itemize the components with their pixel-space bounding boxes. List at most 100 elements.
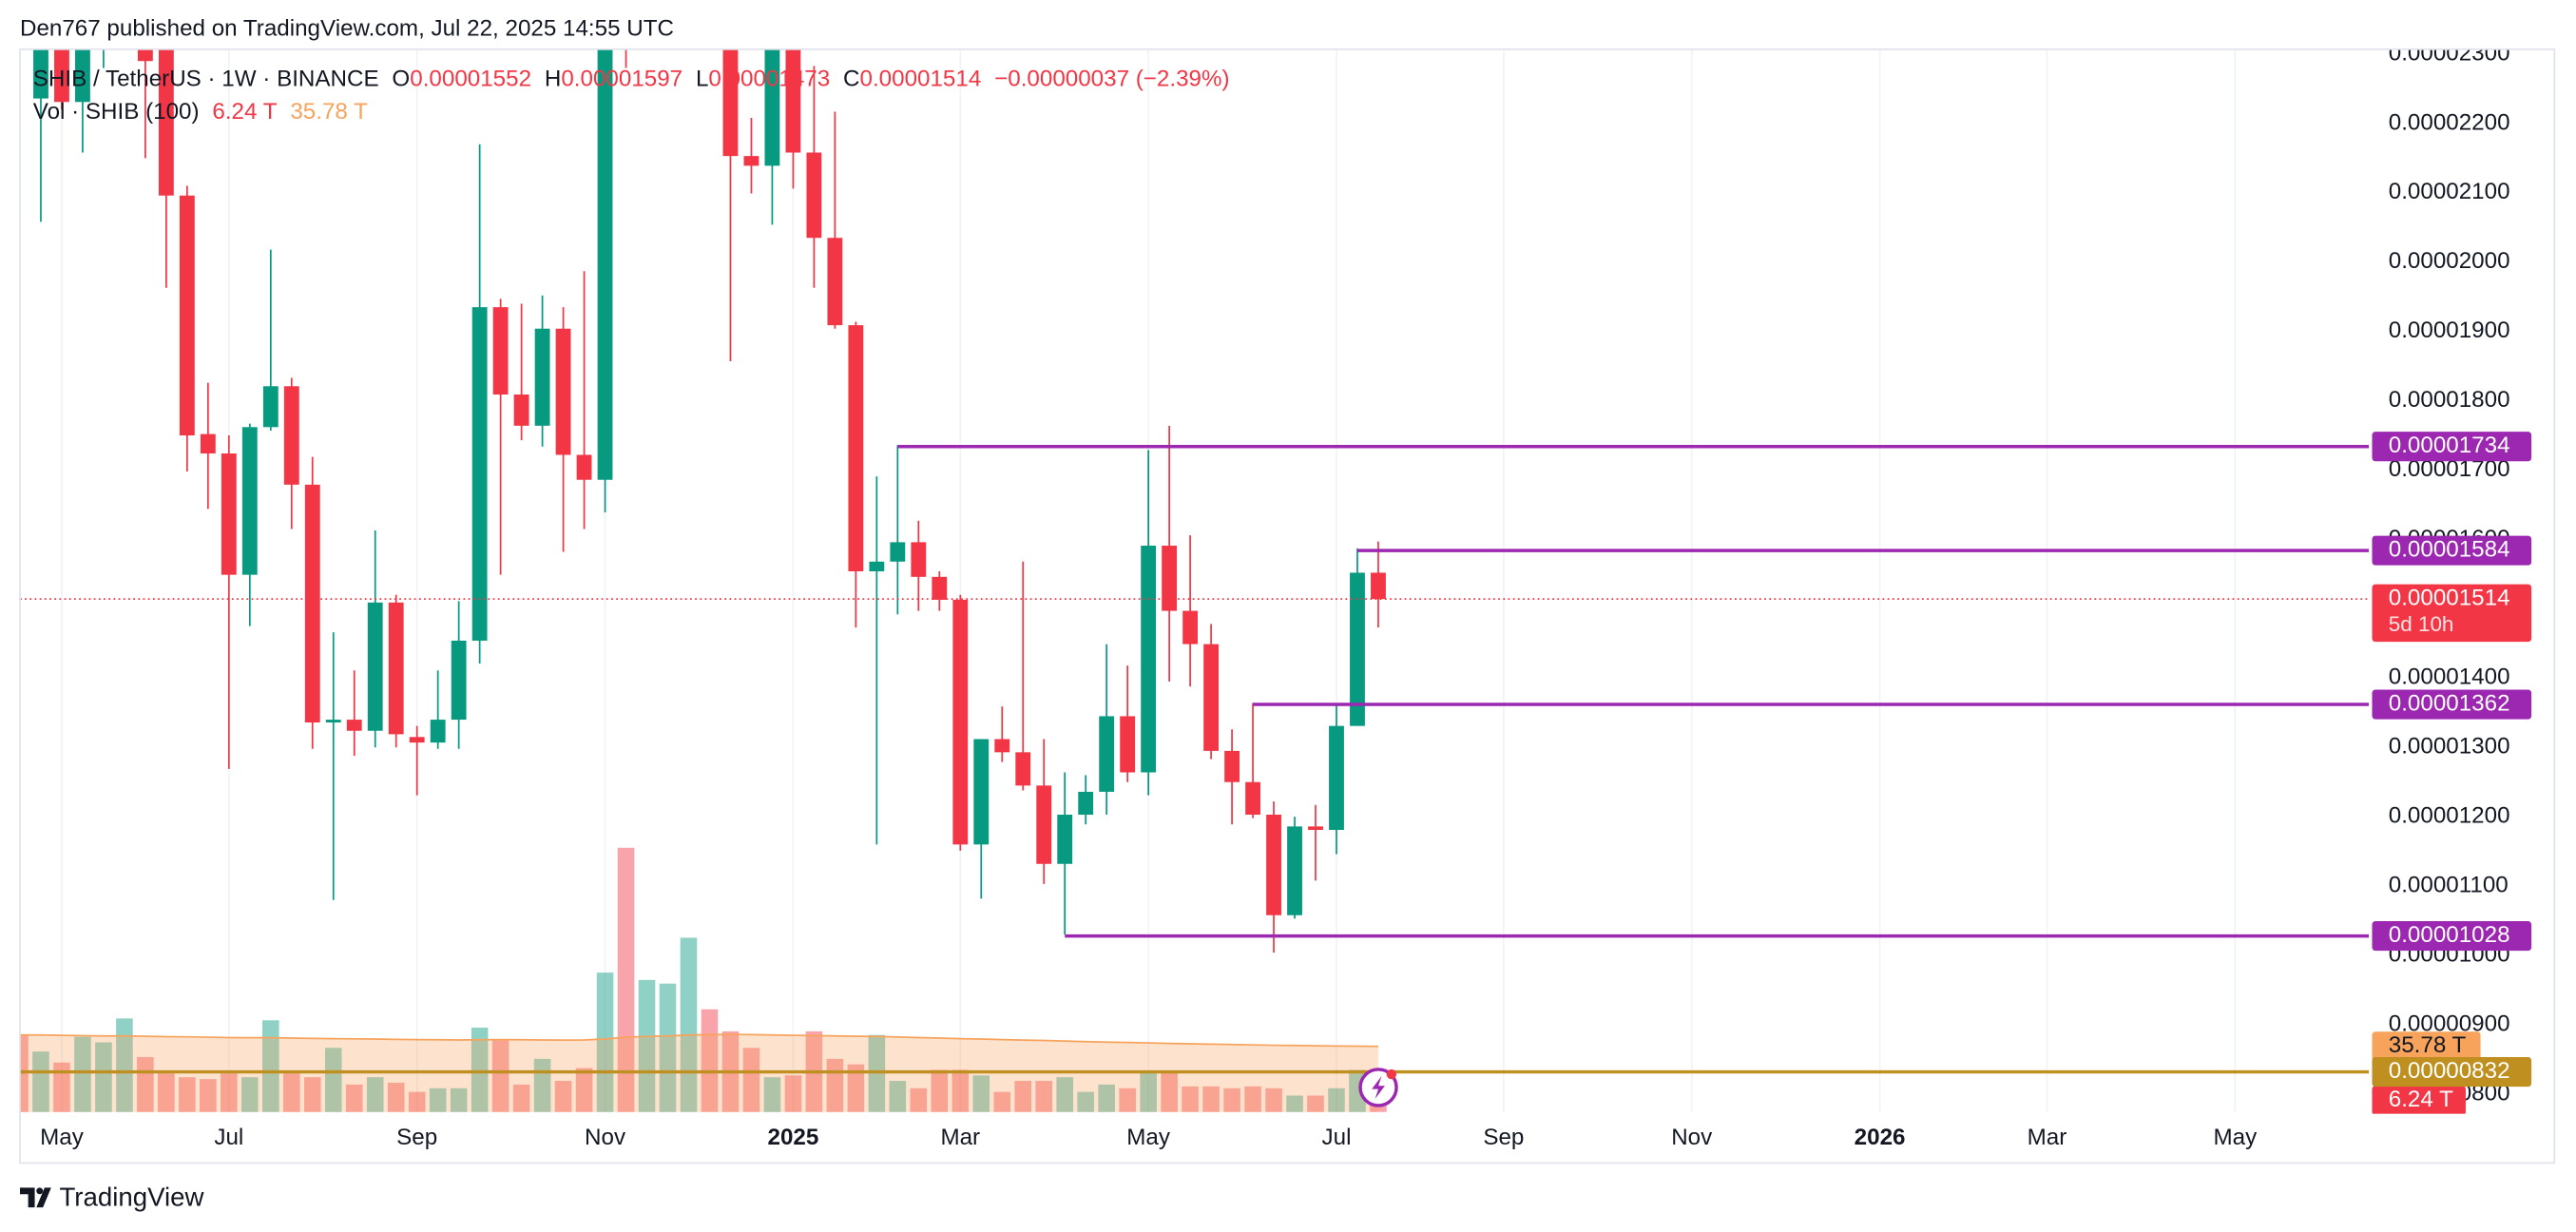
y-tick-label: 0.00002000 (2389, 248, 2510, 274)
candle-body (262, 386, 279, 428)
level-label: 0.00001734 (2389, 433, 2510, 458)
volume-bar (847, 1064, 865, 1112)
volume-bar (680, 937, 698, 1112)
ma-badge-label: 35.78 T (2389, 1032, 2467, 1058)
volume-bar (659, 983, 677, 1112)
volume-bar (1014, 1081, 1032, 1112)
candle-body (1015, 752, 1031, 786)
candle-body (952, 599, 969, 845)
volume-bar (1223, 1088, 1240, 1112)
lightning-icon (1358, 1068, 1398, 1107)
candle-body (179, 195, 195, 436)
volume-bar (116, 1018, 133, 1112)
ma-value: 35.78 T (290, 100, 368, 125)
ohlc-letter: L (696, 67, 708, 92)
time-axis: May Jul Sep Nov 2025 Mar May Jul Sep Nov 2026 Mar Ma… (40, 1125, 2258, 1150)
countdown: 5d 10h (2389, 612, 2454, 636)
volume-bar (1098, 1084, 1115, 1112)
volume-bar (931, 1069, 949, 1112)
level-badge (2372, 689, 2532, 720)
candle-body (1036, 785, 1052, 864)
volume-bar (952, 1069, 970, 1112)
level-label: 0.00001028 (2389, 922, 2510, 948)
y-tick-label: 0.00002100 (2389, 179, 2510, 204)
candle-body (827, 238, 843, 326)
candle-body (1057, 814, 1073, 864)
y-tick-label: 0.00001900 (2389, 318, 2510, 343)
volume-title: Vol · SHIB (100) (33, 100, 200, 125)
price-label: 0.00001514 (2389, 586, 2510, 611)
logo: TradingView (19, 1183, 205, 1212)
candle-body (388, 602, 404, 735)
ma-badge (2372, 1031, 2481, 1062)
candle-body (492, 307, 509, 395)
volume-bar (366, 1077, 384, 1112)
ohlc-letter: C (843, 67, 859, 92)
candle-body (1266, 814, 1281, 915)
volume-bar (575, 1068, 593, 1112)
volume-bar (617, 847, 635, 1112)
y-tick-label: 0.00001100 (2389, 872, 2509, 897)
volume-bar (19, 1034, 29, 1112)
volume-bar (158, 1073, 175, 1112)
volume-bar (491, 1040, 509, 1112)
volume-bar (910, 1088, 928, 1112)
volume-bar (1119, 1088, 1136, 1112)
change: −0.00000037 (−2.39%) (994, 67, 1229, 92)
candle-body (513, 395, 529, 426)
volume-bar (1244, 1086, 1261, 1112)
x-tick-label: Sep (396, 1125, 437, 1150)
candle-body (932, 576, 948, 600)
volume-bar (638, 979, 656, 1112)
x-tick-label: Sep (1483, 1125, 1524, 1150)
candle-body (1203, 644, 1220, 751)
x-tick-label: May (2213, 1125, 2258, 1150)
symbol: SHIB / TetherUS · 1W · BINANCE (33, 67, 379, 92)
candle-body (471, 307, 488, 641)
candle-body (764, 48, 780, 166)
candle-body (137, 48, 153, 62)
candle-body (911, 542, 927, 577)
volume-ma-line (19, 1033, 1378, 1048)
candle-body (158, 48, 174, 196)
candle-body (241, 427, 258, 575)
volume-bar (1286, 1095, 1303, 1112)
header: Den767 published on TradingView.com, Jul… (20, 15, 674, 41)
x-tick-label: May (40, 1125, 85, 1150)
volume-bar (763, 1077, 781, 1112)
candle-body (200, 433, 216, 454)
volume-bar (471, 1028, 489, 1112)
volume-bar (784, 1075, 802, 1112)
candle-body (848, 325, 864, 572)
volume-bar (993, 1091, 1011, 1112)
y-tick-label: 0.00001200 (2389, 803, 2510, 829)
volume-bar (512, 1084, 530, 1112)
candle-body (1371, 572, 1386, 600)
volume-bar (387, 1082, 405, 1112)
candle-body (806, 152, 822, 239)
volume-bar (221, 1073, 238, 1112)
level-badge (2372, 921, 2532, 952)
candle-body (1350, 572, 1365, 726)
volume-bar (1307, 1095, 1324, 1112)
x-tick-label: Jul (1322, 1125, 1352, 1150)
volume-bar (1077, 1091, 1094, 1112)
candle-body (430, 720, 446, 743)
candle-body (1078, 791, 1094, 815)
logo-text: TradingView (59, 1183, 204, 1212)
volume-bar (429, 1088, 447, 1112)
high-value: 0.00001597 (561, 67, 682, 92)
x-tick-label: May (1126, 1125, 1171, 1150)
volume-bar (53, 1062, 70, 1112)
volume-bar (868, 1034, 886, 1112)
low-value: 0.00001473 (708, 67, 830, 92)
candle-body (346, 720, 362, 731)
volume-bar (262, 1020, 279, 1112)
candle-body (1120, 716, 1136, 773)
volume-bar (74, 1036, 91, 1112)
candle-body (555, 328, 571, 455)
candle-body (1162, 546, 1178, 611)
candle-body (283, 386, 299, 485)
candle-body (597, 48, 613, 480)
